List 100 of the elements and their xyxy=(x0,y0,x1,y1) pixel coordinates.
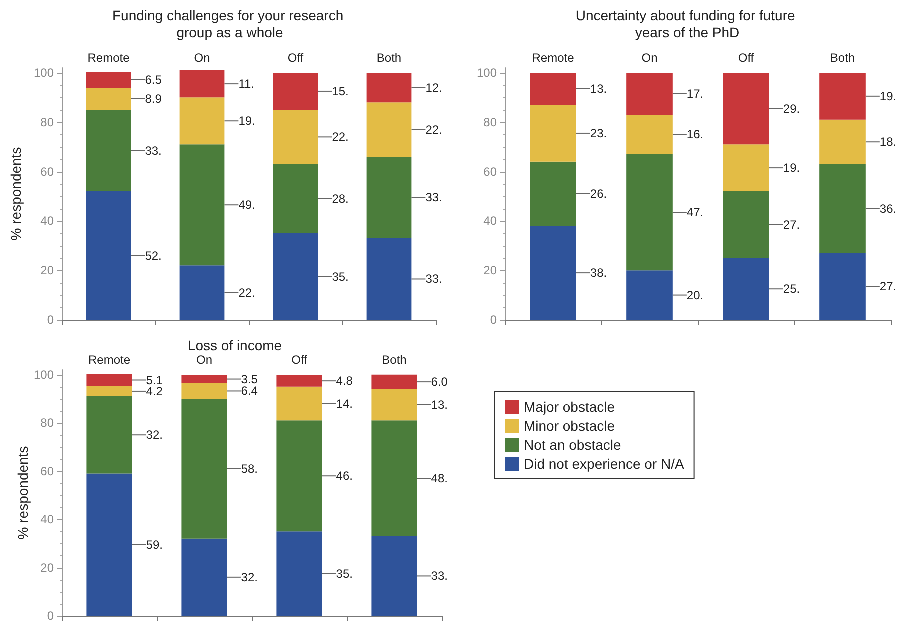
bar xyxy=(86,72,132,88)
bar xyxy=(820,72,866,120)
bar xyxy=(273,72,318,110)
x-tick-label: Off xyxy=(288,51,304,65)
data-label: 13. xyxy=(590,82,608,96)
data-label: 14. xyxy=(336,396,353,411)
data-label: 46. xyxy=(336,469,353,484)
bar xyxy=(86,374,132,386)
bar xyxy=(276,375,322,387)
bar xyxy=(86,474,132,616)
y-tick-label: 40 xyxy=(40,512,54,527)
data-label: 32. xyxy=(241,570,258,584)
y-tick-label: 20 xyxy=(40,560,54,575)
x-tick-label: On xyxy=(194,51,210,65)
data-label: 38. xyxy=(590,266,608,280)
data-label: 52. xyxy=(145,248,162,263)
data-label: 27. xyxy=(783,218,800,232)
bar xyxy=(626,72,673,115)
x-tick-label: Remote xyxy=(88,353,131,367)
data-label: 33. xyxy=(426,272,442,286)
bar xyxy=(273,234,318,320)
bar xyxy=(366,156,412,238)
y-tick-label: 100 xyxy=(34,368,54,382)
data-label: 18. xyxy=(880,135,897,150)
data-label: 22. xyxy=(332,130,349,144)
x-tick-label: Both xyxy=(376,51,402,65)
bar xyxy=(276,420,322,532)
x-tick-label: On xyxy=(642,51,658,65)
data-label: 35. xyxy=(336,566,353,581)
x-tick-label: Both xyxy=(830,51,856,65)
y-tick-label: 0 xyxy=(47,609,54,623)
data-label: 15. xyxy=(332,84,349,98)
bar xyxy=(180,144,225,266)
data-label: 47. xyxy=(686,206,704,220)
data-label: 17. xyxy=(686,86,704,101)
bar xyxy=(723,72,770,145)
data-label: 4.8 xyxy=(336,374,354,388)
data-label: 13. xyxy=(431,398,448,412)
bar xyxy=(86,88,132,110)
data-label: 35. xyxy=(332,270,349,284)
bar xyxy=(180,266,225,320)
y-tick-label: 20 xyxy=(484,264,498,278)
bar xyxy=(530,105,576,162)
data-label: 16. xyxy=(686,128,704,142)
y-tick-label: 20 xyxy=(40,264,54,278)
bar xyxy=(273,110,318,164)
y-tick-label: 80 xyxy=(40,416,54,430)
y-tick-label: 0 xyxy=(47,313,54,327)
data-label: 49. xyxy=(238,198,256,212)
legend-label: Did not experience or N/A xyxy=(524,456,685,472)
data-label: 19. xyxy=(238,114,256,128)
y-tick-label: 0 xyxy=(490,313,498,327)
data-label: 33. xyxy=(426,190,442,205)
data-label: 28. xyxy=(332,192,349,206)
data-label: 36. xyxy=(880,202,897,216)
bar xyxy=(182,398,228,539)
legend-label: Not an obstacle xyxy=(524,437,622,453)
legend-label: Major obstacle xyxy=(524,399,616,415)
bar xyxy=(530,72,576,106)
bar xyxy=(372,374,418,390)
x-tick-label: On xyxy=(196,353,213,367)
y-tick-label: 60 xyxy=(484,164,498,179)
bar xyxy=(372,536,418,616)
y-tick-label: 100 xyxy=(34,66,54,80)
data-label: 6.0 xyxy=(431,375,448,390)
bar xyxy=(273,164,318,234)
data-label: 11. xyxy=(238,77,254,92)
data-label: 23. xyxy=(590,126,608,140)
x-tick-label: Off xyxy=(738,51,755,65)
bar xyxy=(86,192,132,320)
y-tick-label: 40 xyxy=(40,214,54,228)
x-tick-label: Off xyxy=(292,353,308,367)
bar xyxy=(86,386,132,397)
chart-title: Loss of income xyxy=(188,338,282,354)
y-tick-label: 80 xyxy=(40,115,54,130)
x-tick-label: Remote xyxy=(532,51,575,65)
x-tick-label: Remote xyxy=(88,51,130,65)
bar xyxy=(366,102,412,157)
bar xyxy=(86,110,132,192)
bar xyxy=(626,114,673,154)
bar xyxy=(372,389,418,421)
data-label: 8.9 xyxy=(145,92,162,106)
data-label: 12. xyxy=(426,80,442,95)
data-label: 33. xyxy=(145,144,162,158)
bar xyxy=(276,386,322,421)
chart-title: Funding challenges for your research group as a whole xyxy=(112,8,348,40)
y-axis-title: % respondents xyxy=(15,446,31,540)
bar xyxy=(366,238,412,320)
bar xyxy=(182,375,228,384)
data-label: 3.5 xyxy=(241,372,258,386)
bar xyxy=(180,98,225,145)
bar xyxy=(182,384,228,399)
bar xyxy=(86,396,132,474)
x-tick-label: Both xyxy=(382,353,407,367)
data-label: 27. xyxy=(880,280,897,294)
data-label: 22. xyxy=(238,286,256,300)
bar xyxy=(723,192,770,258)
data-label: 6.5 xyxy=(145,72,162,87)
bar xyxy=(372,420,418,536)
y-tick-label: 60 xyxy=(40,164,54,179)
